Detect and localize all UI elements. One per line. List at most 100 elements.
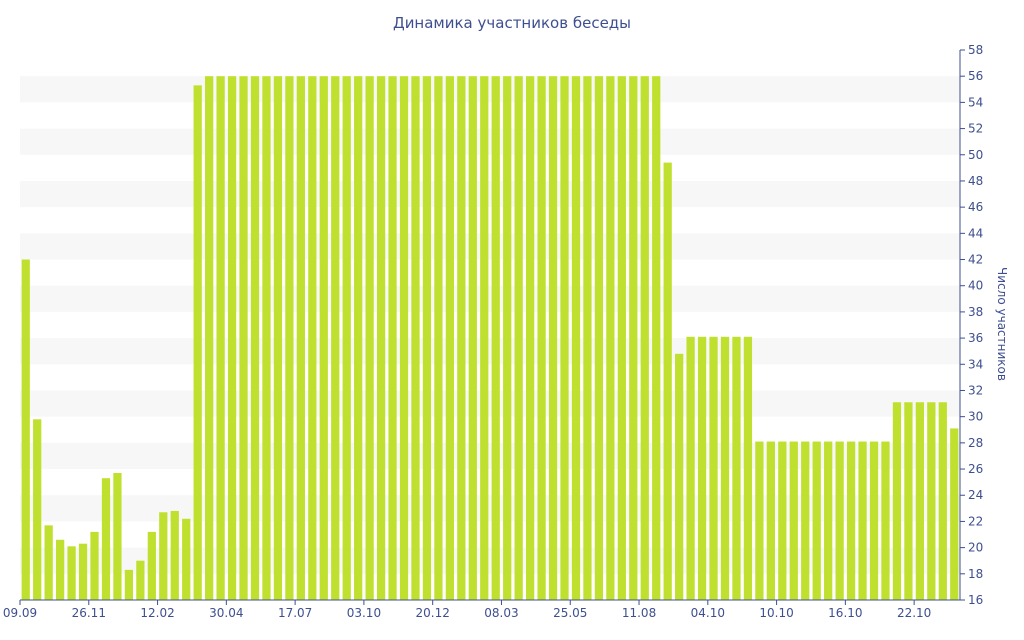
- bar[interactable]: [216, 76, 225, 600]
- bar[interactable]: [709, 336, 718, 600]
- bar[interactable]: [422, 76, 432, 600]
- bar[interactable]: [617, 76, 626, 600]
- bar[interactable]: [170, 510, 179, 600]
- bar-series: [21, 76, 959, 601]
- bar[interactable]: [101, 478, 111, 600]
- bar[interactable]: [548, 76, 558, 600]
- bar[interactable]: [514, 76, 523, 600]
- y-tick-label: 24: [968, 488, 983, 502]
- bar[interactable]: [113, 472, 122, 600]
- y-tick-label: 52: [968, 122, 983, 136]
- y-tick-label: 22: [968, 514, 983, 528]
- bar[interactable]: [583, 76, 592, 600]
- bar[interactable]: [537, 76, 546, 600]
- bar[interactable]: [720, 336, 730, 600]
- bar[interactable]: [778, 441, 787, 600]
- bar[interactable]: [376, 76, 386, 600]
- bar[interactable]: [686, 336, 695, 600]
- bar[interactable]: [801, 441, 810, 600]
- bar[interactable]: [743, 336, 753, 600]
- bar[interactable]: [90, 531, 99, 600]
- bar[interactable]: [675, 353, 684, 600]
- bar[interactable]: [766, 441, 775, 600]
- bar[interactable]: [640, 76, 649, 600]
- bar[interactable]: [950, 428, 959, 600]
- bar[interactable]: [56, 539, 65, 600]
- bar[interactable]: [159, 512, 168, 600]
- bar[interactable]: [904, 402, 913, 600]
- bar[interactable]: [434, 76, 443, 600]
- bar[interactable]: [927, 402, 936, 600]
- bar[interactable]: [411, 76, 420, 600]
- bar[interactable]: [824, 441, 833, 600]
- bar[interactable]: [193, 85, 202, 601]
- grid-band: [20, 76, 960, 103]
- bar[interactable]: [652, 76, 661, 600]
- x-tick-label: 20.12: [416, 606, 450, 620]
- bar[interactable]: [938, 402, 947, 600]
- bar[interactable]: [480, 76, 489, 600]
- bar[interactable]: [457, 76, 466, 600]
- bar[interactable]: [812, 441, 821, 600]
- bar[interactable]: [285, 76, 294, 600]
- bar[interactable]: [526, 76, 535, 600]
- bar[interactable]: [629, 76, 638, 600]
- bar[interactable]: [78, 543, 88, 600]
- bar[interactable]: [124, 569, 134, 600]
- bar[interactable]: [227, 76, 237, 600]
- bar[interactable]: [468, 76, 477, 600]
- grid-band: [20, 180, 960, 208]
- bar[interactable]: [869, 441, 879, 600]
- bar[interactable]: [308, 76, 317, 600]
- bar[interactable]: [789, 441, 798, 600]
- bar[interactable]: [491, 76, 500, 600]
- bar[interactable]: [571, 76, 581, 600]
- bar[interactable]: [319, 76, 328, 600]
- bar[interactable]: [399, 76, 409, 600]
- y-tick-label: 40: [968, 279, 983, 293]
- bar[interactable]: [892, 402, 902, 600]
- bar[interactable]: [136, 560, 145, 600]
- bar[interactable]: [881, 441, 890, 600]
- bar[interactable]: [296, 76, 305, 600]
- x-axis-ticks: 09.09 26.11 12.02 30.04 17.07 03.10 20.12 08.03…: [3, 600, 931, 620]
- bar[interactable]: [273, 76, 283, 600]
- bar[interactable]: [915, 402, 924, 600]
- bar[interactable]: [697, 336, 707, 600]
- bar[interactable]: [182, 518, 191, 600]
- bar[interactable]: [835, 441, 844, 600]
- grid-band: [20, 128, 960, 155]
- y-tick-label: 32: [968, 383, 983, 397]
- bar[interactable]: [331, 76, 340, 600]
- bar[interactable]: [205, 76, 214, 600]
- bar[interactable]: [147, 531, 156, 600]
- y-tick-label: 36: [968, 331, 983, 345]
- bar[interactable]: [33, 419, 42, 600]
- bar[interactable]: [560, 76, 569, 600]
- bar[interactable]: [732, 336, 741, 600]
- y-axis-ticks: 16 18 20 22 24 26 28 30 32 34 36 38 40 42 44 46 48 50 52 54…: [960, 43, 983, 607]
- bar[interactable]: [365, 76, 374, 600]
- bar[interactable]: [503, 76, 512, 600]
- x-tick-label: 08.03: [484, 606, 518, 620]
- bar[interactable]: [755, 441, 764, 600]
- bar[interactable]: [67, 546, 76, 600]
- bar[interactable]: [262, 76, 271, 600]
- bar[interactable]: [388, 76, 397, 600]
- bar[interactable]: [21, 259, 30, 600]
- bar[interactable]: [354, 76, 363, 600]
- bar[interactable]: [250, 76, 260, 600]
- x-tick-label: 03.10: [347, 606, 381, 620]
- bar[interactable]: [445, 76, 454, 600]
- bar[interactable]: [44, 525, 53, 600]
- bar[interactable]: [239, 76, 248, 600]
- bar[interactable]: [594, 76, 604, 600]
- grid-band: [20, 390, 960, 417]
- bar[interactable]: [846, 441, 856, 600]
- bar[interactable]: [663, 162, 672, 600]
- bar[interactable]: [342, 76, 351, 600]
- bar[interactable]: [606, 76, 615, 600]
- bar[interactable]: [858, 441, 867, 600]
